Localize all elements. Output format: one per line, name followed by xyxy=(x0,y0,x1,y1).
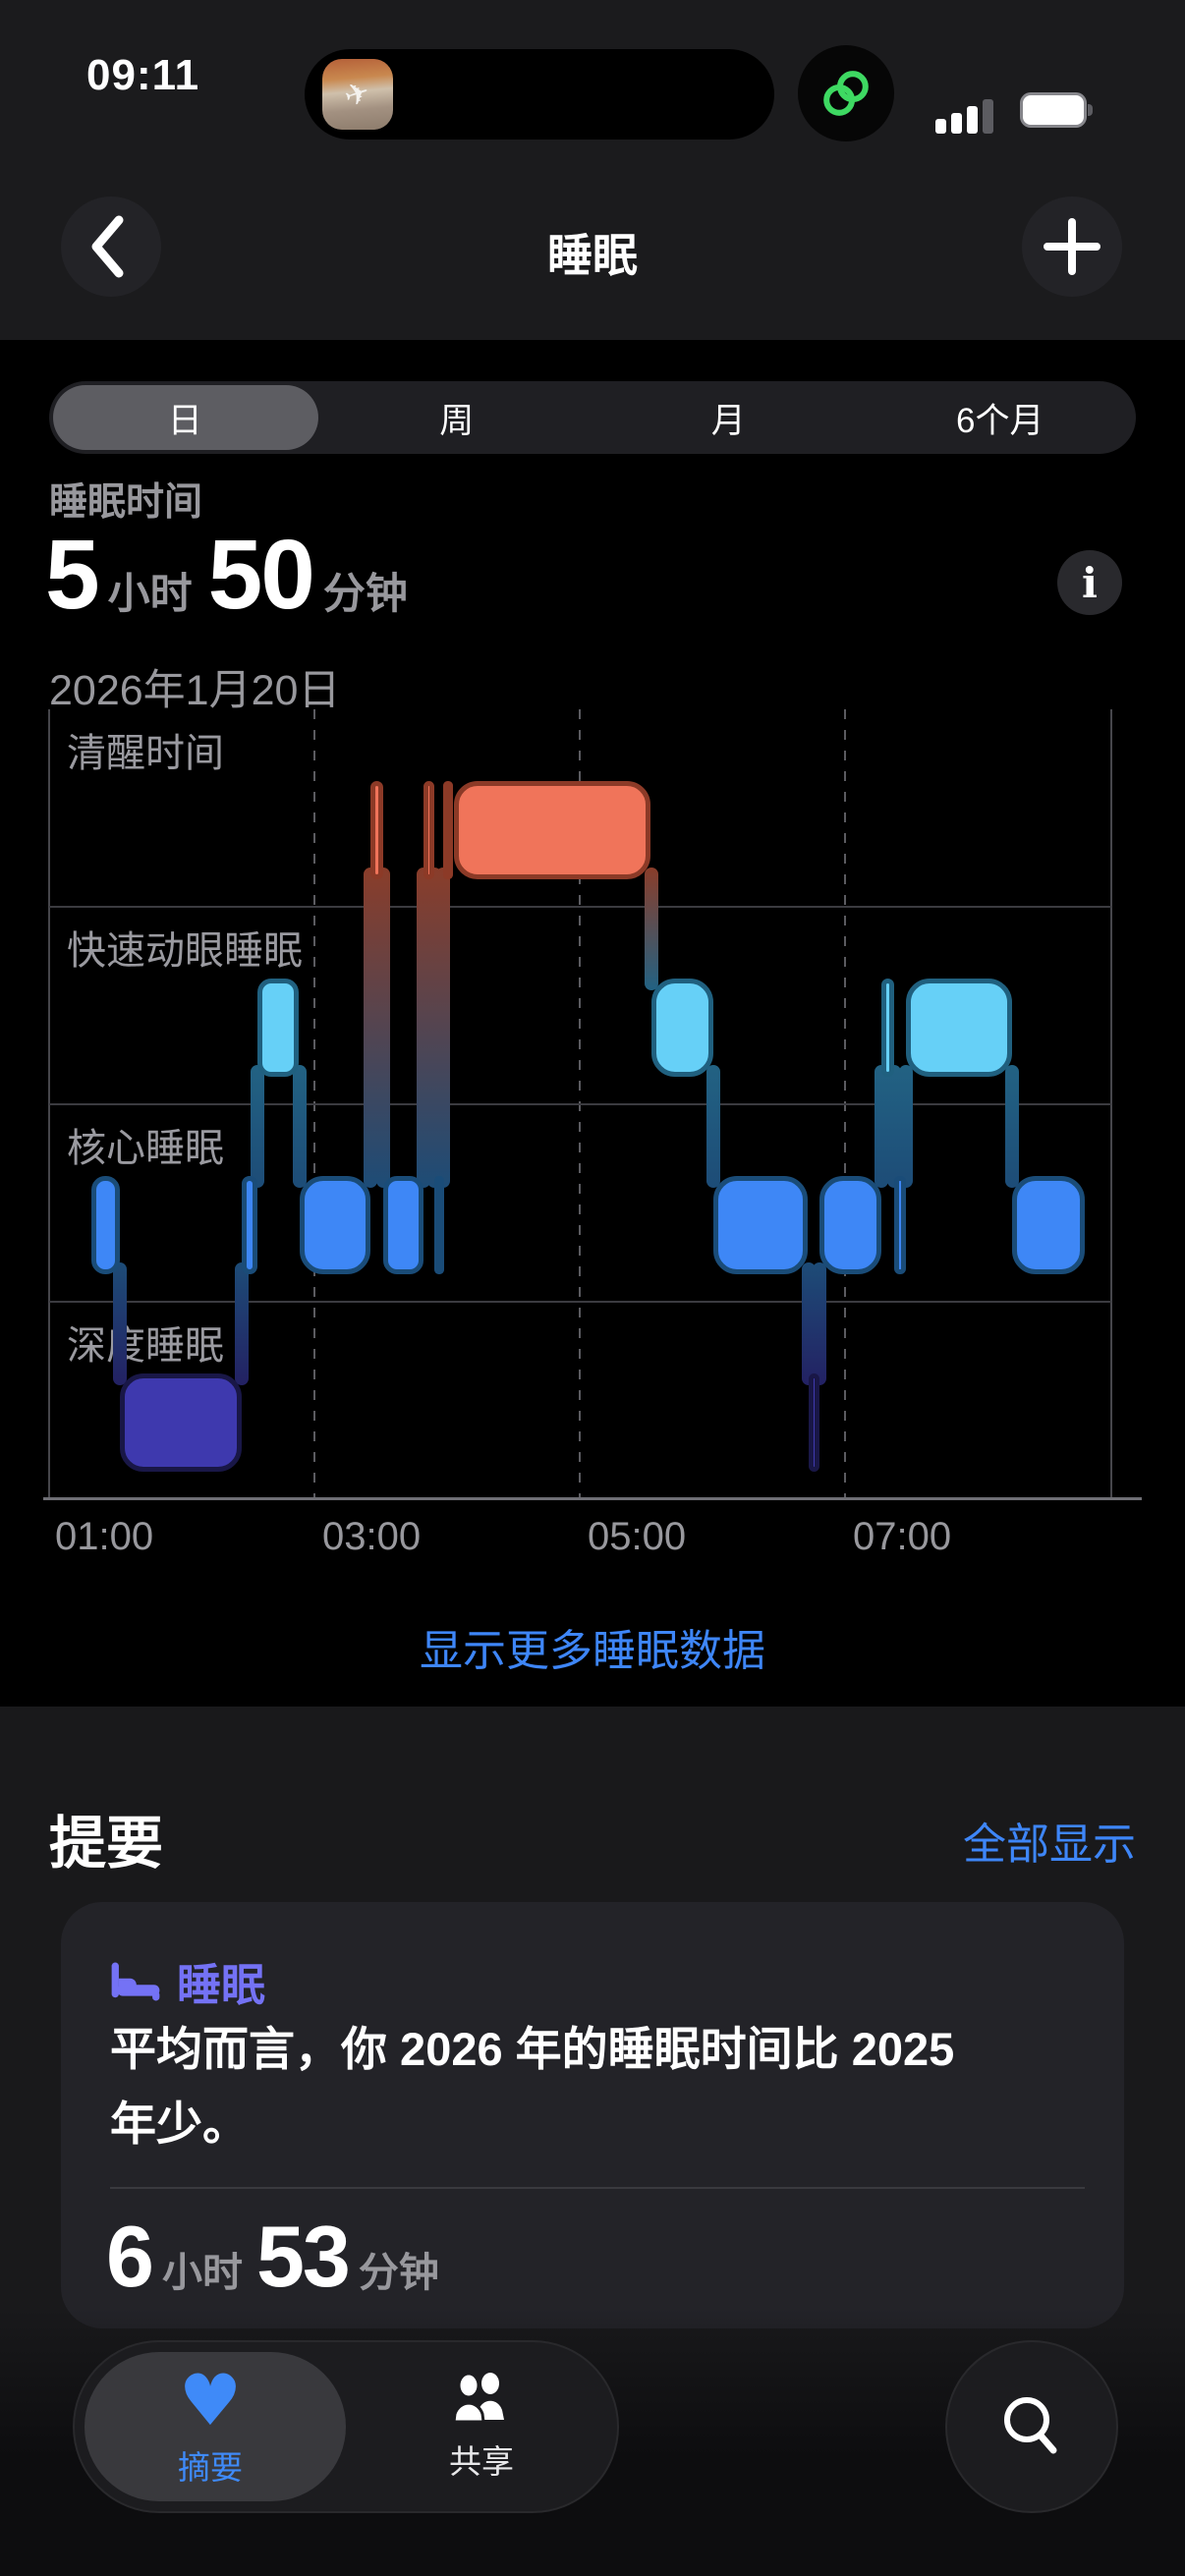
stage-connector xyxy=(113,1262,128,1385)
tick-0700: 07:00 xyxy=(853,1515,952,1558)
card-minutes-unit: 分钟 xyxy=(358,2250,439,2295)
row-divider-2 xyxy=(49,1103,1111,1105)
tick-0300: 03:00 xyxy=(322,1515,422,1558)
stage-connector xyxy=(435,868,450,1188)
sleep-segment-core xyxy=(299,1176,370,1274)
battery-icon xyxy=(1020,92,1093,128)
selected-tab-pill xyxy=(85,2352,346,2501)
row-divider-1 xyxy=(49,906,1111,908)
sleep-segment-awake xyxy=(454,781,651,879)
personal-hotspot-icon xyxy=(798,45,894,141)
sleep-segment-core xyxy=(383,1176,423,1274)
card-divider xyxy=(110,2187,1085,2189)
card-minutes-value: 53 xyxy=(255,2208,351,2305)
stage-connector xyxy=(292,1065,307,1188)
sleep-segment-deep xyxy=(808,1373,819,1472)
summary-title: 提要 xyxy=(49,1812,164,1876)
stage-label-deep: 深度睡眠 xyxy=(67,1324,224,1368)
sleep-segment-awake xyxy=(423,781,434,879)
magnifier-icon xyxy=(1004,2397,1057,2454)
status-time: 09:11 xyxy=(86,51,200,99)
dynamic-island[interactable]: ✈ xyxy=(305,49,774,140)
stage-connector xyxy=(801,1262,816,1385)
sleep-segment-rem xyxy=(880,979,895,1077)
row-divider-3 xyxy=(49,1301,1111,1303)
hours-unit: 小时 xyxy=(107,571,193,618)
card-hours-value: 6 xyxy=(106,2208,154,2305)
hours-value: 5 xyxy=(45,520,100,630)
segment-6months[interactable]: 6个月 xyxy=(956,401,1044,440)
selected-segment-pill xyxy=(53,385,318,450)
tick-0100: 01:00 xyxy=(55,1515,154,1558)
stage-connector xyxy=(644,868,658,990)
people-icon xyxy=(452,2372,504,2424)
stage-label-core: 核心睡眠 xyxy=(67,1127,224,1170)
minutes-value: 50 xyxy=(207,520,315,630)
stage-connector xyxy=(250,1065,264,1188)
cellular-signal-icon xyxy=(935,96,1004,134)
stage-connector xyxy=(887,1065,902,1188)
sleep-segment-awake xyxy=(442,781,453,879)
period-segmented-control: 日 周 月 6个月 xyxy=(49,381,1136,454)
stage-connector xyxy=(1004,1065,1019,1188)
sleep-segment-core xyxy=(894,1176,906,1274)
info-button[interactable]: i xyxy=(1057,550,1122,615)
info-icon: i xyxy=(1082,558,1098,607)
live-activity-thumbnail-icon: ✈ xyxy=(322,59,393,130)
card-hours-unit: 小时 xyxy=(161,2250,243,2295)
card-message: 平均而言，你 2026 年的睡眠时间比 2025 年少。 xyxy=(110,2023,955,2150)
sleep-highlight-card[interactable]: 睡眠 平均而言，你 2026 年的睡眠时间比 2025 年少。 6 小时 53 … xyxy=(61,1902,1124,2328)
tab-bar: ♥ 摘要 共享 xyxy=(73,2340,619,2513)
stage-connector xyxy=(812,1262,826,1385)
card-sleep-duration: 6 小时 53 分钟 xyxy=(106,2207,453,2307)
sleep-segment-core xyxy=(90,1176,121,1274)
minutes-unit: 分钟 xyxy=(322,571,408,618)
page-title: 睡眠 xyxy=(547,230,638,281)
metric-date: 2026年1月20日 xyxy=(49,667,341,714)
sleep-segment-deep xyxy=(120,1373,242,1472)
tick-0500: 05:00 xyxy=(588,1515,687,1558)
show-more-sleep-data-link[interactable]: 显示更多睡眠数据 xyxy=(420,1627,765,1675)
stage-connector xyxy=(898,1065,913,1188)
tab-sharing[interactable]: 共享 xyxy=(346,2342,617,2511)
sleep-segment-rem xyxy=(256,979,300,1077)
stage-connector xyxy=(234,1262,249,1385)
sleep-segment-awake xyxy=(369,781,384,879)
sleep-segment-core xyxy=(712,1176,809,1274)
sleep-segment-core xyxy=(818,1176,881,1274)
heart-icon: ♥ xyxy=(178,2359,243,2441)
stage-label-rem: 快速动眼睡眠 xyxy=(67,929,303,973)
sleep-duration: 5 小时 50 分钟 xyxy=(45,519,423,632)
sleep-segment-rem xyxy=(905,979,1012,1077)
segment-week[interactable]: 周 xyxy=(439,401,475,440)
sleep-segment-rem xyxy=(650,979,713,1077)
sleep-segment-core xyxy=(433,1176,444,1274)
metric-label: 睡眠时间 xyxy=(49,481,203,524)
segment-month[interactable]: 月 xyxy=(710,401,746,440)
gridline-right-edge xyxy=(1110,709,1112,1498)
stage-connector xyxy=(874,1065,888,1188)
back-button[interactable] xyxy=(61,196,161,297)
plus-icon xyxy=(1044,218,1100,275)
chevron-left-icon xyxy=(91,215,124,278)
sleep-segment-core xyxy=(1011,1176,1085,1274)
card-category: 睡眠 xyxy=(177,1960,266,2010)
stage-connector xyxy=(416,868,430,1188)
segment-day[interactable]: 日 xyxy=(167,401,202,440)
search-button[interactable] xyxy=(945,2340,1118,2513)
add-button[interactable] xyxy=(1022,196,1122,297)
sleep-segment-core xyxy=(241,1176,257,1274)
stage-label-awake: 清醒时间 xyxy=(67,732,224,775)
stage-connector xyxy=(376,868,391,1188)
stage-connector xyxy=(363,868,377,1188)
x-axis-line xyxy=(43,1497,1142,1500)
bed-icon xyxy=(111,1962,160,2000)
show-all-link[interactable]: 全部显示 xyxy=(963,1820,1136,1869)
stage-connector xyxy=(705,1065,720,1188)
tab-summary[interactable]: ♥ 摘要 xyxy=(178,2359,243,2486)
